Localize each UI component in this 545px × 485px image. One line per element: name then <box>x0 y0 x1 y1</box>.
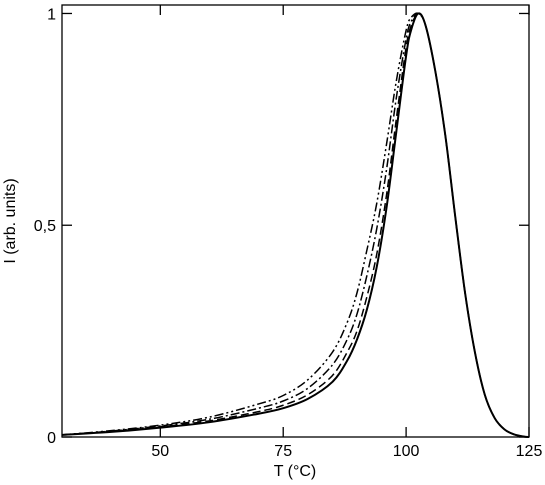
x-tick-label: 100 <box>393 443 420 460</box>
x-tick-label: 75 <box>274 443 292 460</box>
x-tick-label: 125 <box>516 443 543 460</box>
x-axis-label: T (°C) <box>274 463 317 480</box>
axis-ticks: 50 75 100 125 0 0,5 1 <box>34 5 543 460</box>
y-tick-label: 0 <box>47 430 56 447</box>
plot-frame <box>61 4 530 438</box>
series-line-solid <box>61 12 530 438</box>
series-line-dash-dot-dot <box>61 12 530 438</box>
y-tick-label: 0,5 <box>34 218 56 235</box>
series-line-dashed <box>61 12 530 438</box>
series-line-dash-dot <box>61 12 530 438</box>
y-tick-label: 1 <box>47 6 56 23</box>
series-layer <box>61 12 530 438</box>
y-axis-label: I (arb. units) <box>2 178 19 263</box>
x-tick-label: 50 <box>151 443 169 460</box>
